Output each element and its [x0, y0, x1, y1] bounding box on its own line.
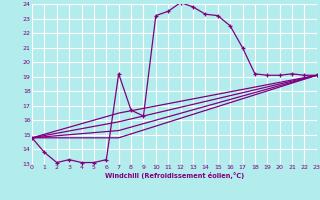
X-axis label: Windchill (Refroidissement éolien,°C): Windchill (Refroidissement éolien,°C): [105, 172, 244, 179]
